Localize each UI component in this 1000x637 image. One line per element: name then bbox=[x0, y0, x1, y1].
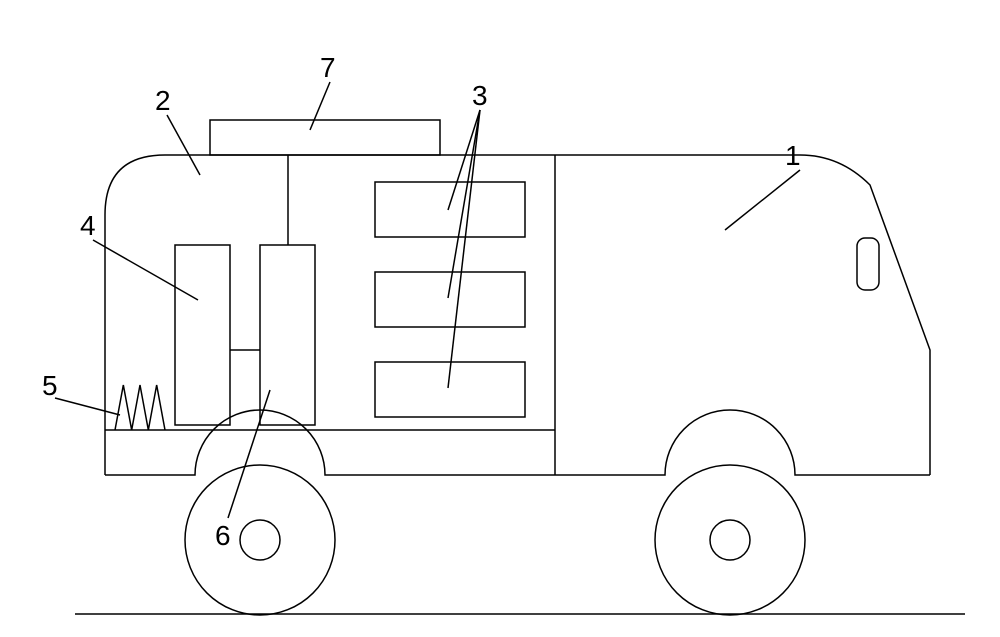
label-2: 2 bbox=[155, 85, 171, 117]
vehicle-diagram bbox=[0, 0, 1000, 637]
label-7: 7 bbox=[320, 52, 336, 84]
label-6: 6 bbox=[215, 520, 231, 552]
label-4: 4 bbox=[80, 210, 96, 242]
label-1: 1 bbox=[785, 140, 801, 172]
label-3: 3 bbox=[472, 80, 488, 112]
label-5: 5 bbox=[42, 370, 58, 402]
